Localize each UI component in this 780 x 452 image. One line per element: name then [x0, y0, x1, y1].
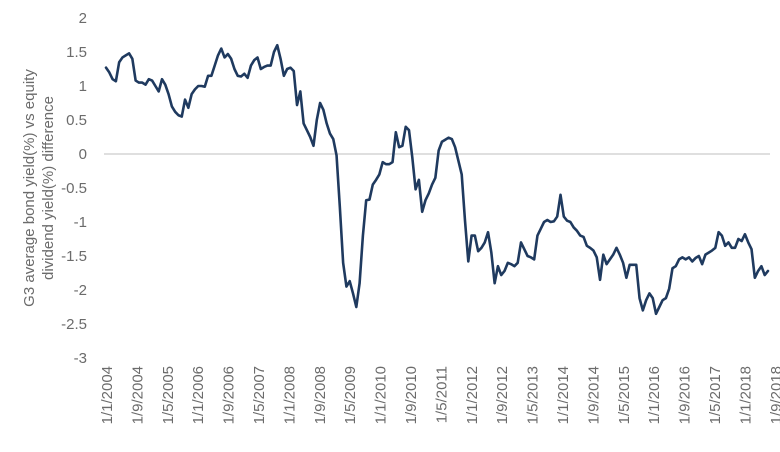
y-tick-label: -3	[74, 350, 87, 367]
y-tick-label: 1.5	[66, 44, 87, 61]
y-tick-label: -1.5	[61, 248, 87, 265]
x-tick-label: 1/5/2005	[160, 366, 177, 424]
x-tick-label: 1/1/2004	[99, 366, 116, 424]
x-tick-label: 1/5/2011	[433, 366, 450, 423]
x-tick-label: 1/9/2016	[677, 366, 694, 424]
x-tick-label: 1/5/2009	[342, 366, 359, 424]
x-tick-label: 1/9/2014	[585, 366, 602, 424]
x-tick-label: 1/9/2012	[494, 366, 511, 424]
y-axis-title-line-2: dividend yield(%) difference	[40, 96, 57, 280]
x-tick-label: 1/5/2017	[707, 366, 724, 424]
y-tick-label: 2	[79, 10, 87, 27]
y-tick-label: -1	[74, 214, 87, 231]
x-tick-label: 1/5/2015	[616, 366, 633, 424]
y-tick-label: 0.5	[66, 112, 87, 129]
y-axis-ticks: 2 1.5 1 0.5 0 -0.5 -1 -1.5 -2 -2.5 -3	[61, 10, 87, 367]
x-tick-label: 1/1/2014	[555, 366, 572, 424]
y-axis-title: G3 average bond yield(%) vs equity divid…	[21, 69, 57, 307]
x-tick-label: 1/5/2013	[525, 366, 542, 424]
y-tick-label: -2.5	[61, 316, 87, 333]
x-tick-label: 1/9/2006	[221, 366, 238, 424]
x-tick-label: 1/5/2007	[251, 366, 268, 424]
x-axis-ticks: 1/1/2004 1/9/2004 1/5/2005 1/1/2006 1/9/2006…	[99, 366, 780, 424]
x-tick-label: 1/9/2008	[312, 366, 329, 424]
x-tick-label: 1/1/2018	[737, 366, 754, 424]
y-tick-label: -0.5	[61, 180, 87, 197]
x-tick-label: 1/9/2018	[768, 366, 780, 424]
x-tick-label: 1/9/2010	[403, 366, 420, 424]
x-tick-label: 1/1/2012	[464, 366, 481, 424]
series-line	[104, 43, 770, 316]
x-tick-label: 1/1/2006	[190, 366, 207, 424]
y-tick-label: -2	[74, 282, 87, 299]
x-tick-label: 1/1/2008	[281, 366, 298, 424]
y-tick-label: 0	[79, 146, 87, 163]
y-axis-title-line-1: G3 average bond yield(%) vs equity	[21, 69, 38, 307]
y-tick-label: 1	[79, 78, 87, 95]
x-tick-label: 1/9/2004	[129, 366, 146, 424]
x-tick-label: 1/1/2010	[373, 366, 390, 424]
x-tick-label: 1/1/2016	[646, 366, 663, 424]
